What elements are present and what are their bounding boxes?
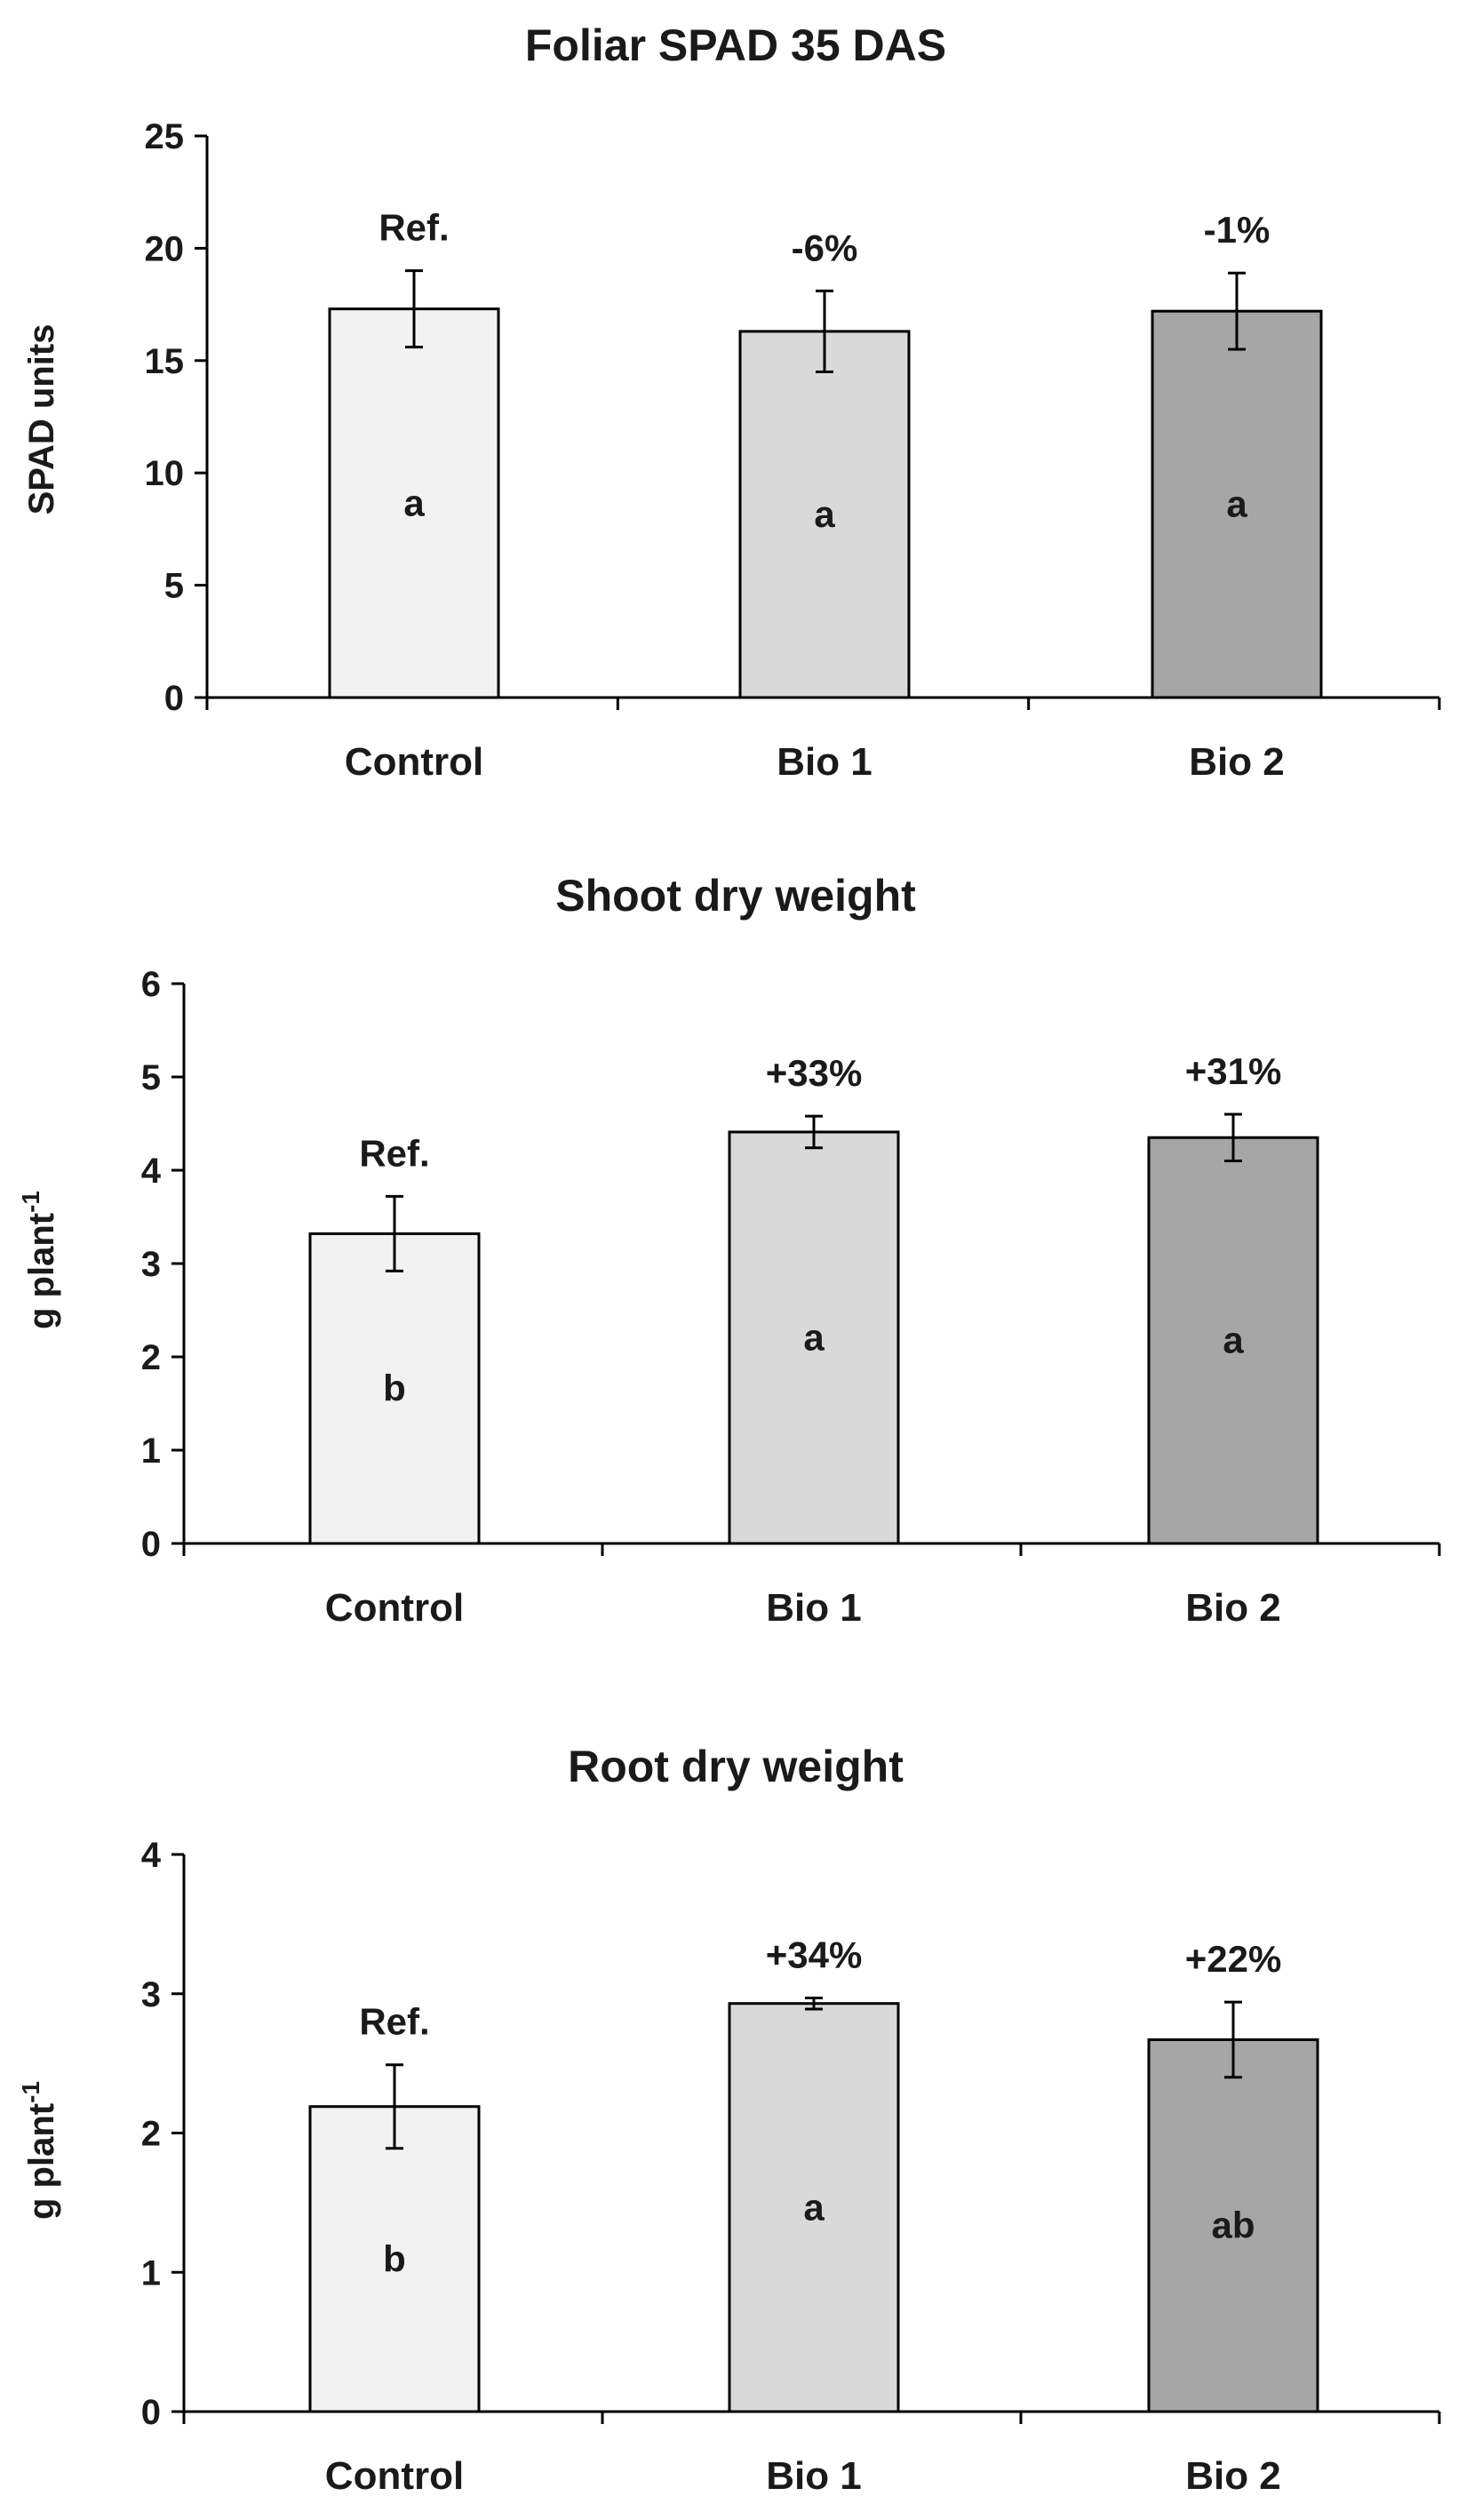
y-axis-title-text: g plant bbox=[22, 2103, 61, 2220]
chart-title: Shoot dry weight bbox=[555, 871, 916, 921]
percent-change-label: -1% bbox=[1204, 209, 1271, 251]
percent-change-label: +33% bbox=[766, 1052, 863, 1094]
percent-change-label: Ref. bbox=[359, 1132, 429, 1174]
y-axis-title-text: g plant bbox=[22, 1213, 61, 1329]
y-axis-title: g plant-1 bbox=[17, 1191, 61, 1329]
bar-bio-1 bbox=[738, 330, 911, 699]
chart-panel-shoot: Shoot dry weight g plant-1 0 1 2 3 4 5 6 Contro… bbox=[17, 871, 1441, 1630]
y-tick-label: 20 bbox=[145, 229, 185, 268]
y-tick-label: 3 bbox=[141, 1245, 161, 1284]
x-tick-label: Bio 1 bbox=[766, 2454, 862, 2498]
x-tick-label: Bio 2 bbox=[1185, 2454, 1281, 2498]
bar-bio-1 bbox=[728, 1130, 900, 1545]
x-tick-label: Bio 1 bbox=[766, 1586, 862, 1630]
significance-letter: ab bbox=[1211, 2205, 1255, 2246]
y-tick-label: 4 bbox=[141, 1836, 162, 1875]
significance-letter: b bbox=[383, 1368, 406, 1409]
chart-title: Root dry weight bbox=[568, 1742, 904, 1791]
significance-letter: a bbox=[803, 1316, 825, 1358]
y-tick-label: 2 bbox=[141, 2115, 161, 2154]
percent-change-label: +34% bbox=[766, 1934, 863, 1975]
y-tick-label: 2 bbox=[141, 1338, 161, 1377]
significance-letter: a bbox=[1226, 483, 1247, 525]
percent-change-label: -6% bbox=[792, 227, 858, 268]
bar-control bbox=[328, 307, 500, 699]
y-tick-label: 5 bbox=[164, 567, 184, 606]
significance-letter: a bbox=[803, 2186, 825, 2228]
y-axis-title: g plant-1 bbox=[17, 2081, 61, 2220]
bar-bio-2 bbox=[1147, 2038, 1319, 2413]
y-tick-label: 4 bbox=[141, 1152, 162, 1191]
x-tick-label: Control bbox=[345, 740, 483, 784]
significance-letter: b bbox=[383, 2237, 406, 2279]
y-tick-label: 15 bbox=[145, 342, 185, 381]
bar-bio-1 bbox=[728, 2002, 900, 2413]
x-tick-label: Bio 1 bbox=[777, 740, 872, 784]
significance-letter: a bbox=[814, 493, 835, 535]
significance-letter: a bbox=[1223, 1320, 1244, 1361]
percent-change-label: Ref. bbox=[378, 207, 449, 249]
y-tick-label: 1 bbox=[141, 2253, 161, 2293]
y-tick-label: 0 bbox=[141, 2393, 161, 2432]
y-tick-label: 0 bbox=[164, 679, 184, 718]
y-tick-label: 5 bbox=[141, 1058, 161, 1097]
y-tick-label: 3 bbox=[141, 1975, 161, 2014]
y-tick-label: 6 bbox=[141, 965, 161, 1004]
x-tick-label: Bio 2 bbox=[1189, 740, 1285, 784]
y-axis-title-sup: -1 bbox=[17, 1191, 44, 1213]
x-tick-label: Bio 2 bbox=[1185, 1586, 1281, 1630]
significance-letter: a bbox=[403, 482, 425, 523]
chart-panel-root: Root dry weight g plant-1 0 1 2 3 4 Control Bi… bbox=[17, 1742, 1441, 2498]
y-tick-label: 10 bbox=[145, 454, 185, 493]
percent-change-label: +31% bbox=[1185, 1050, 1282, 1092]
y-axis-title-sup: -1 bbox=[17, 2081, 44, 2103]
y-tick-label: 25 bbox=[145, 117, 185, 156]
bar-control bbox=[308, 2105, 481, 2413]
y-tick-label: 0 bbox=[141, 1525, 161, 1564]
x-tick-label: Control bbox=[325, 1586, 464, 1630]
y-tick-label: 1 bbox=[141, 1431, 161, 1471]
chart-panel-spad: Foliar SPAD 35 DAS SPAD units 0 5 10 15 20 25… bbox=[22, 20, 1441, 784]
chart-title: Foliar SPAD 35 DAS bbox=[525, 20, 946, 70]
y-axis-title: SPAD units bbox=[22, 324, 61, 515]
x-tick-label: Control bbox=[325, 2454, 464, 2498]
percent-change-label: Ref. bbox=[359, 2001, 429, 2043]
percent-change-label: +22% bbox=[1185, 1938, 1282, 1980]
